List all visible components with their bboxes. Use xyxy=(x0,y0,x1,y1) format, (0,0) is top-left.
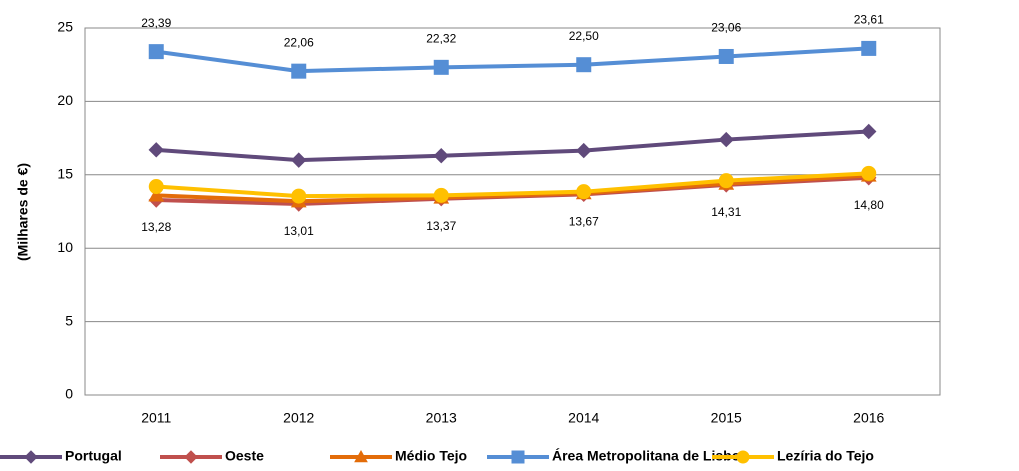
line xyxy=(155,46,869,74)
legend-label: Médio Tejo xyxy=(395,448,467,464)
data-label: 13,67 xyxy=(569,214,599,228)
data-label: 23,61 xyxy=(854,13,884,27)
x-tick-label: 2016 xyxy=(853,410,884,426)
point xyxy=(148,187,165,202)
point xyxy=(433,148,449,164)
point xyxy=(291,152,307,168)
x-tick-label: 2015 xyxy=(711,410,742,426)
data-label: 23,39 xyxy=(141,16,171,30)
y-tick-label: 25 xyxy=(57,19,73,35)
point xyxy=(433,187,449,203)
line xyxy=(156,129,869,163)
legend-label: Portugal xyxy=(65,448,122,464)
data-label: 14,31 xyxy=(711,205,741,219)
point xyxy=(433,59,449,75)
point xyxy=(718,173,734,189)
data-label: 14,80 xyxy=(854,198,884,212)
line xyxy=(156,171,869,199)
x-tick-label: 2013 xyxy=(426,410,457,426)
x-tick-label: 2011 xyxy=(141,410,171,426)
legend-label: Oeste xyxy=(225,448,264,464)
data-label: 22,32 xyxy=(426,32,456,46)
point xyxy=(718,131,734,148)
point xyxy=(148,179,164,195)
y-tick-label: 20 xyxy=(57,92,73,108)
point xyxy=(861,165,877,181)
legend-marker xyxy=(24,450,38,464)
data-label: 13,28 xyxy=(141,220,171,234)
data-label: 13,01 xyxy=(284,224,314,238)
point xyxy=(291,63,307,79)
point xyxy=(291,188,307,204)
legend-marker xyxy=(511,450,525,464)
legend-marker xyxy=(354,449,368,463)
x-tick-label: 2012 xyxy=(283,410,314,426)
x-tick-label: 2014 xyxy=(568,410,599,426)
point xyxy=(576,57,592,73)
y-tick-label: 10 xyxy=(57,239,73,255)
legend-label: Área Metropolitana de Lisboa xyxy=(552,448,748,464)
point xyxy=(576,184,592,200)
point xyxy=(148,44,164,60)
legend-label: Lezíria do Tejo xyxy=(777,448,874,464)
y-axis-label: (Milhares de €) xyxy=(15,163,31,261)
data-label: 23,06 xyxy=(711,21,741,35)
y-tick-label: 15 xyxy=(57,166,73,182)
plot-area xyxy=(84,27,941,396)
point xyxy=(718,48,734,64)
data-label: 22,50 xyxy=(569,29,599,43)
data-label: 22,06 xyxy=(284,35,314,49)
y-tick-label: 0 xyxy=(65,386,73,402)
point xyxy=(576,142,592,159)
legend-marker xyxy=(736,450,750,464)
point xyxy=(148,142,164,158)
y-tick-label: 5 xyxy=(65,312,73,328)
data-label: 13,37 xyxy=(426,219,456,233)
point xyxy=(861,40,877,56)
legend-marker xyxy=(184,450,198,464)
point xyxy=(861,123,877,140)
